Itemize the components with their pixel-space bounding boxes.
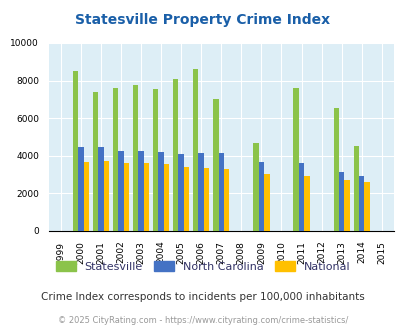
Text: © 2025 CityRating.com - https://www.cityrating.com/crime-statistics/: © 2025 CityRating.com - https://www.city…	[58, 315, 347, 325]
Bar	[343, 180, 349, 231]
Bar	[92, 92, 98, 231]
Bar	[173, 79, 178, 231]
Bar	[83, 162, 89, 231]
Bar	[98, 147, 103, 231]
Bar	[203, 168, 209, 231]
Legend: Statesville, North Carolina, National: Statesville, North Carolina, National	[51, 256, 354, 276]
Bar	[132, 85, 138, 231]
Bar	[178, 154, 183, 231]
Bar	[224, 169, 229, 231]
Bar	[103, 161, 109, 231]
Bar	[163, 164, 169, 231]
Bar	[303, 177, 309, 231]
Bar	[113, 88, 118, 231]
Bar	[78, 147, 83, 231]
Bar	[258, 162, 264, 231]
Bar	[264, 174, 269, 231]
Bar	[253, 143, 258, 231]
Bar	[118, 151, 124, 231]
Bar	[364, 182, 369, 231]
Bar	[138, 151, 143, 231]
Bar	[353, 147, 358, 231]
Bar	[124, 163, 129, 231]
Bar	[72, 71, 78, 231]
Bar	[143, 163, 149, 231]
Text: Statesville Property Crime Index: Statesville Property Crime Index	[75, 13, 330, 27]
Bar	[333, 108, 338, 231]
Bar	[338, 172, 343, 231]
Bar	[183, 167, 189, 231]
Bar	[153, 89, 158, 231]
Bar	[193, 69, 198, 231]
Text: Crime Index corresponds to incidents per 100,000 inhabitants: Crime Index corresponds to incidents per…	[41, 292, 364, 302]
Bar	[293, 88, 298, 231]
Bar	[158, 152, 163, 231]
Bar	[298, 163, 303, 231]
Bar	[213, 99, 218, 231]
Bar	[218, 153, 224, 231]
Bar	[198, 153, 203, 231]
Bar	[358, 177, 364, 231]
